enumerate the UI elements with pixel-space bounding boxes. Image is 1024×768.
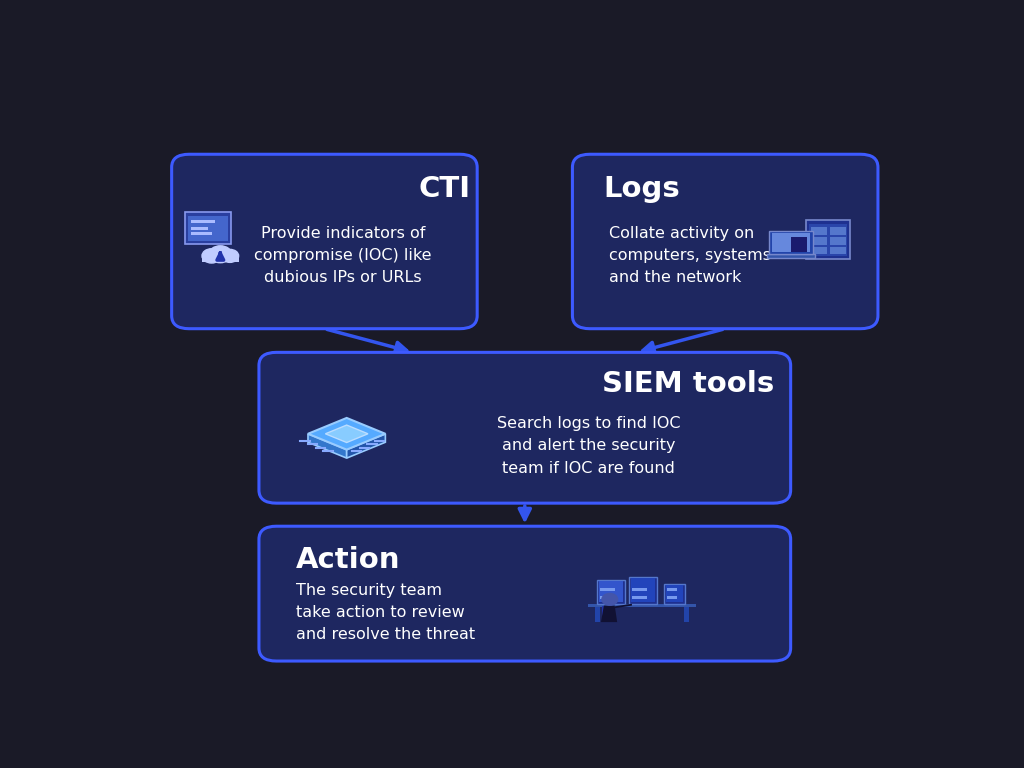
FancyBboxPatch shape [632, 578, 654, 602]
FancyBboxPatch shape [597, 580, 625, 604]
FancyBboxPatch shape [190, 220, 215, 223]
FancyBboxPatch shape [172, 154, 477, 329]
Polygon shape [308, 418, 385, 449]
FancyBboxPatch shape [829, 247, 846, 254]
FancyBboxPatch shape [600, 588, 615, 591]
Text: Collate activity on
computers, systems
and the network: Collate activity on computers, systems a… [609, 226, 771, 285]
Text: SIEM tools: SIEM tools [602, 370, 775, 399]
FancyBboxPatch shape [829, 237, 846, 245]
Polygon shape [792, 237, 807, 252]
Polygon shape [347, 434, 385, 458]
FancyBboxPatch shape [190, 232, 212, 235]
Bar [684, 607, 688, 622]
Text: Action: Action [296, 547, 400, 574]
FancyBboxPatch shape [572, 154, 878, 329]
FancyBboxPatch shape [600, 596, 615, 599]
Bar [595, 607, 600, 622]
Text: Provide indicators of
compromise (IOC) like
dubious IPs or URLs: Provide indicators of compromise (IOC) l… [254, 226, 431, 285]
Text: CTI: CTI [419, 175, 471, 204]
FancyBboxPatch shape [633, 596, 647, 599]
FancyBboxPatch shape [188, 217, 227, 240]
Polygon shape [601, 606, 617, 622]
FancyBboxPatch shape [809, 223, 848, 256]
FancyBboxPatch shape [633, 588, 647, 591]
FancyBboxPatch shape [811, 227, 827, 235]
FancyBboxPatch shape [769, 231, 813, 254]
FancyBboxPatch shape [806, 220, 850, 260]
Polygon shape [326, 425, 368, 442]
FancyBboxPatch shape [202, 254, 239, 262]
FancyBboxPatch shape [772, 233, 810, 252]
Text: Search logs to find IOC
and alert the security
team if IOC are found: Search logs to find IOC and alert the se… [497, 416, 680, 475]
FancyBboxPatch shape [667, 596, 677, 599]
Polygon shape [308, 434, 347, 458]
Circle shape [202, 249, 221, 263]
FancyBboxPatch shape [667, 588, 677, 591]
FancyBboxPatch shape [666, 584, 683, 602]
FancyBboxPatch shape [185, 212, 231, 244]
Circle shape [209, 246, 231, 263]
FancyBboxPatch shape [767, 254, 815, 258]
FancyBboxPatch shape [811, 237, 827, 245]
FancyBboxPatch shape [630, 578, 656, 604]
FancyBboxPatch shape [599, 581, 623, 602]
FancyBboxPatch shape [259, 353, 791, 503]
Polygon shape [588, 604, 696, 607]
Polygon shape [614, 604, 632, 608]
Text: Logs: Logs [603, 175, 680, 204]
FancyBboxPatch shape [190, 227, 208, 230]
FancyBboxPatch shape [811, 247, 827, 254]
Circle shape [221, 250, 239, 263]
Text: The security team
take action to review
and resolve the threat: The security team take action to review … [296, 583, 475, 642]
Bar [602, 606, 607, 622]
FancyBboxPatch shape [829, 227, 846, 235]
FancyBboxPatch shape [259, 526, 791, 661]
Circle shape [602, 594, 617, 605]
FancyBboxPatch shape [664, 584, 685, 604]
